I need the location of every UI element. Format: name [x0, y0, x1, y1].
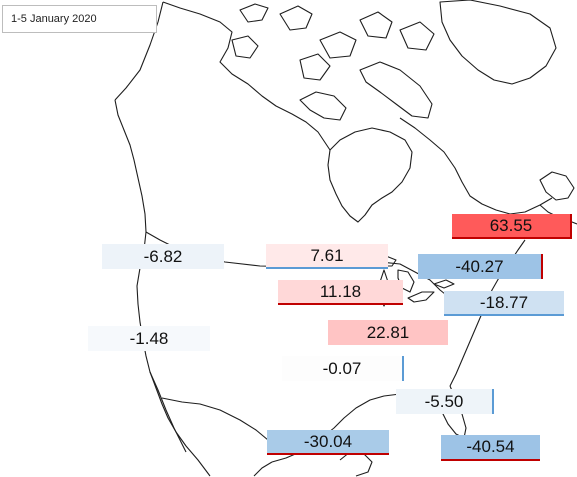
- value-label-south-central: -0.07: [282, 356, 404, 381]
- map-title: 1-5 January 2020: [2, 5, 157, 33]
- baffin-island: [359, 61, 433, 119]
- hudson-bay: [327, 127, 413, 223]
- newfoundland: [539, 171, 575, 201]
- arctic-island-4: [359, 11, 393, 39]
- baja-coast: [149, 371, 187, 453]
- labrador-coast: [399, 117, 553, 215]
- foxe-basin: [299, 91, 347, 121]
- arctic-island-6: [299, 53, 331, 81]
- value-label-pacific-nw: -6.82: [102, 244, 224, 269]
- value-label-north-central: 7.61: [266, 244, 388, 269]
- value-label-northeast: 63.55: [452, 214, 572, 239]
- value-label-florida: -40.54: [441, 435, 540, 461]
- west-coastline: [114, 99, 211, 477]
- value-label-southeast: -5.50: [396, 389, 494, 414]
- arctic-island-5: [399, 21, 435, 51]
- lake-erie: [407, 291, 435, 303]
- alaska-border: [114, 1, 164, 101]
- mexico-coast: [253, 461, 273, 477]
- value-label-great-lakes: -40.27: [418, 254, 543, 279]
- value-label-midwest: 11.18: [278, 280, 403, 305]
- value-label-central: 22.81: [328, 320, 448, 345]
- yucatan: [339, 451, 373, 477]
- arctic-island-7: [231, 35, 259, 59]
- arctic-island-3: [319, 31, 357, 59]
- greenland: [439, 0, 557, 85]
- lake-ontario: [433, 279, 455, 289]
- lake-huron: [397, 269, 415, 293]
- value-label-west: -1.48: [88, 326, 210, 351]
- value-label-mid-atlantic: -18.77: [444, 291, 564, 316]
- value-label-gulf-coast: -30.04: [267, 430, 389, 455]
- arctic-island-2: [279, 5, 313, 31]
- arctic-island-1: [239, 3, 269, 23]
- us-mexico-border: [161, 397, 281, 445]
- canada-arctic-coast: [162, 1, 331, 151]
